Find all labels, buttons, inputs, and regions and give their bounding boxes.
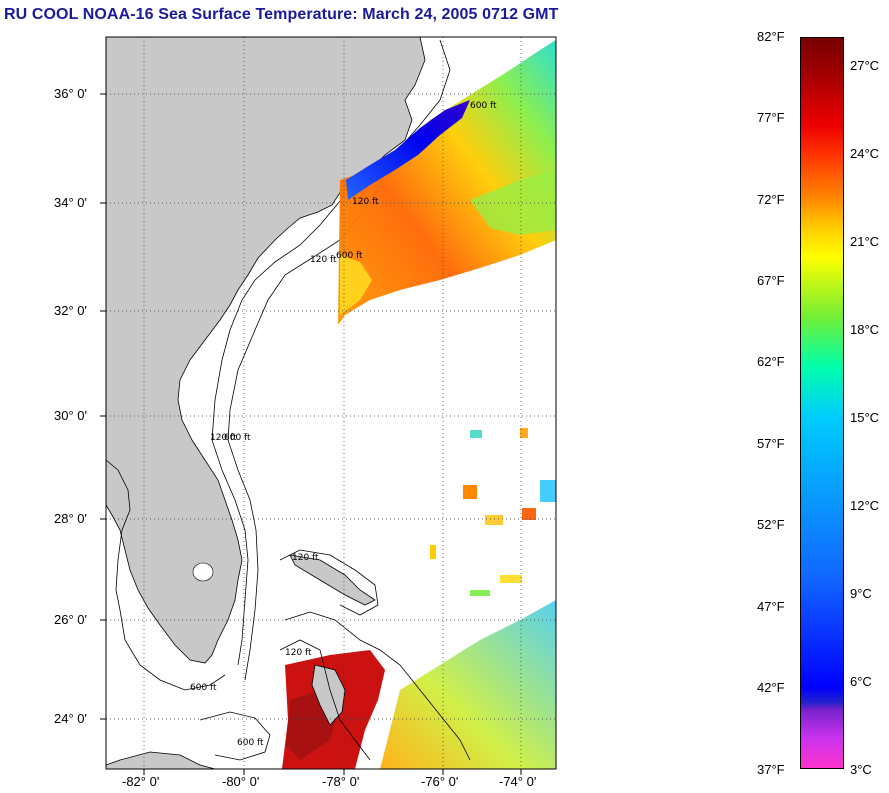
colorbar-c-12: 12°C xyxy=(850,498,880,513)
gulf-shelf-contour xyxy=(106,459,226,691)
colorbar-c-27: 27°C xyxy=(850,58,880,73)
lat-label-24: 24° 0' xyxy=(54,711,87,726)
shelf-contour-120ft xyxy=(211,194,346,666)
sst-cold-shelf-water xyxy=(346,100,470,200)
colorbar-f-37: 37°F xyxy=(757,762,785,777)
sst-patch-yellow xyxy=(340,255,372,315)
depth-label-120ft-andros: 120 ft xyxy=(285,648,312,658)
colorbar-f-52: 52°F xyxy=(757,517,785,532)
lat-label-34: 34° 0' xyxy=(54,195,87,210)
bahama-banks-contour xyxy=(279,549,471,761)
colorbar-c-24: 24°C xyxy=(850,146,880,161)
sst-swath-northeast xyxy=(338,40,556,325)
lon-label-80: -80° 0' xyxy=(222,774,260,789)
colorbar-f-67: 67°F xyxy=(757,273,785,288)
lon-label-74: -74° 0' xyxy=(499,774,537,789)
lat-label-30: 30° 0' xyxy=(54,408,87,423)
depth-label-120ft: 120 ft xyxy=(310,255,337,265)
axis-ticks xyxy=(100,93,522,775)
lat-label-26: 26° 0' xyxy=(54,612,87,627)
depth-label-600ft-cuba: 600 ft xyxy=(237,738,264,748)
lat-label-36: 36° 0' xyxy=(54,86,87,101)
colorbar-c-6: 6°C xyxy=(850,674,872,689)
depth-label-120ft-ne: 120 ft xyxy=(352,197,379,207)
depth-label-600ft-ne: 600 ft xyxy=(470,101,497,111)
colorbar-f-42: 42°F xyxy=(757,680,785,695)
sst-patch-green xyxy=(470,170,556,235)
land-grand-bahama xyxy=(289,554,376,606)
depth-contour-labels: 120 ft 120 ft 600 ft 600 ft 120 ft 600 f… xyxy=(190,101,497,748)
colorbar-f-82: 82°F xyxy=(757,29,785,44)
depth-label-600ft: 600 ft xyxy=(336,251,363,261)
colorbar-f-57: 57°F xyxy=(757,436,785,451)
colorbar-c-9: 9°C xyxy=(850,586,872,601)
lake-okeechobee xyxy=(192,562,214,582)
graticule xyxy=(106,37,556,769)
shelf-contour-600ft xyxy=(227,214,361,681)
lon-label-82: -82° 0' xyxy=(122,774,160,789)
colorbar-c-21: 21°C xyxy=(850,234,880,249)
sst-offshore-speckles xyxy=(430,428,556,596)
lat-label-28: 28° 0' xyxy=(54,511,87,526)
depth-label-120ft-fl: 120 ft xyxy=(210,433,237,443)
lon-label-78: -78° 0' xyxy=(322,774,360,789)
depth-label-600ft-fl: 600 ft xyxy=(224,433,251,443)
sst-swath-southeast xyxy=(380,600,556,769)
colorbar-c-15: 15°C xyxy=(850,410,880,425)
map-frame xyxy=(105,36,557,770)
colorbar-f-72: 72°F xyxy=(757,192,785,207)
depth-label-600ft-gulf: 600 ft xyxy=(190,683,217,693)
map-title: RU COOL NOAA-16 Sea Surface Temperature:… xyxy=(4,6,559,23)
colorbar-f-47: 47°F xyxy=(757,599,785,614)
temperature-colorbar xyxy=(800,37,844,769)
depth-label-120ft-bahamas: 120 ft xyxy=(292,553,319,563)
colorbar-f-77: 77°F xyxy=(757,110,785,125)
colorbar-f-62: 62°F xyxy=(757,354,785,369)
cuba-shelf-contour xyxy=(199,711,271,761)
colorbar-c-3: 3°C xyxy=(850,762,872,777)
lon-label-76: -76° 0' xyxy=(421,774,459,789)
colorbar-c-18: 18°C xyxy=(850,322,880,337)
land-cuba xyxy=(106,751,216,769)
lat-label-32: 32° 0' xyxy=(54,303,87,318)
